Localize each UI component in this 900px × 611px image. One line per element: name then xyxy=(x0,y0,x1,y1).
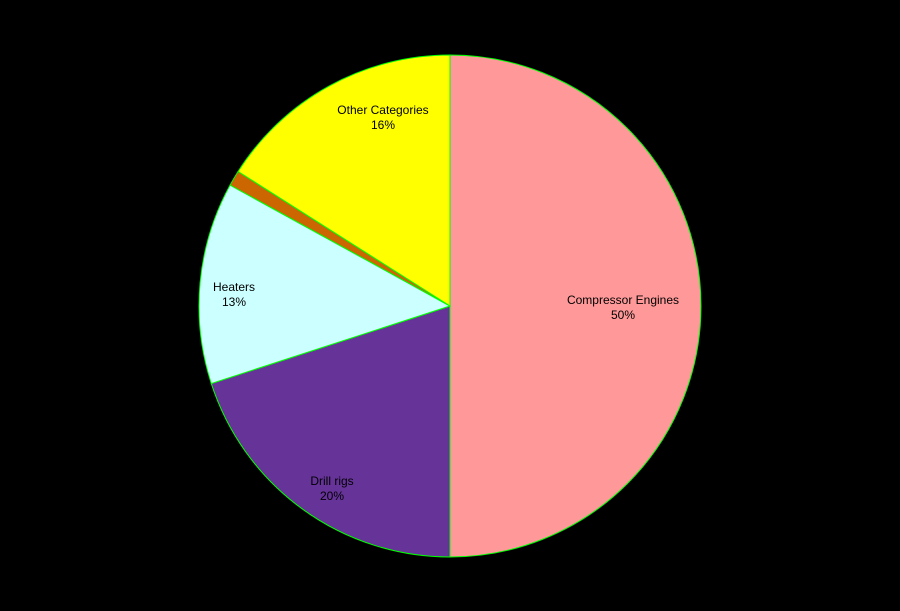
pie-slice-compressor-engines xyxy=(449,54,702,558)
slice-label-other-categories: Other Categories xyxy=(337,103,428,117)
pie-slice-other-categories xyxy=(237,54,451,307)
pie-slice-drill-rigs xyxy=(210,305,451,558)
slice-percent-other-categories: 16% xyxy=(371,118,395,132)
slice-label-compressor-engines: Compressor Engines xyxy=(567,293,679,307)
slice-label-heaters: Heaters xyxy=(213,280,255,294)
pie-slice-heaters xyxy=(198,184,452,385)
pie-slices xyxy=(198,54,702,558)
slice-percent-drill-rigs: 20% xyxy=(320,489,344,503)
slice-label-drill-rigs: Drill rigs xyxy=(310,474,353,488)
slice-percent-compressor-engines: 50% xyxy=(611,308,635,322)
slice-percent-heaters: 13% xyxy=(222,295,246,309)
